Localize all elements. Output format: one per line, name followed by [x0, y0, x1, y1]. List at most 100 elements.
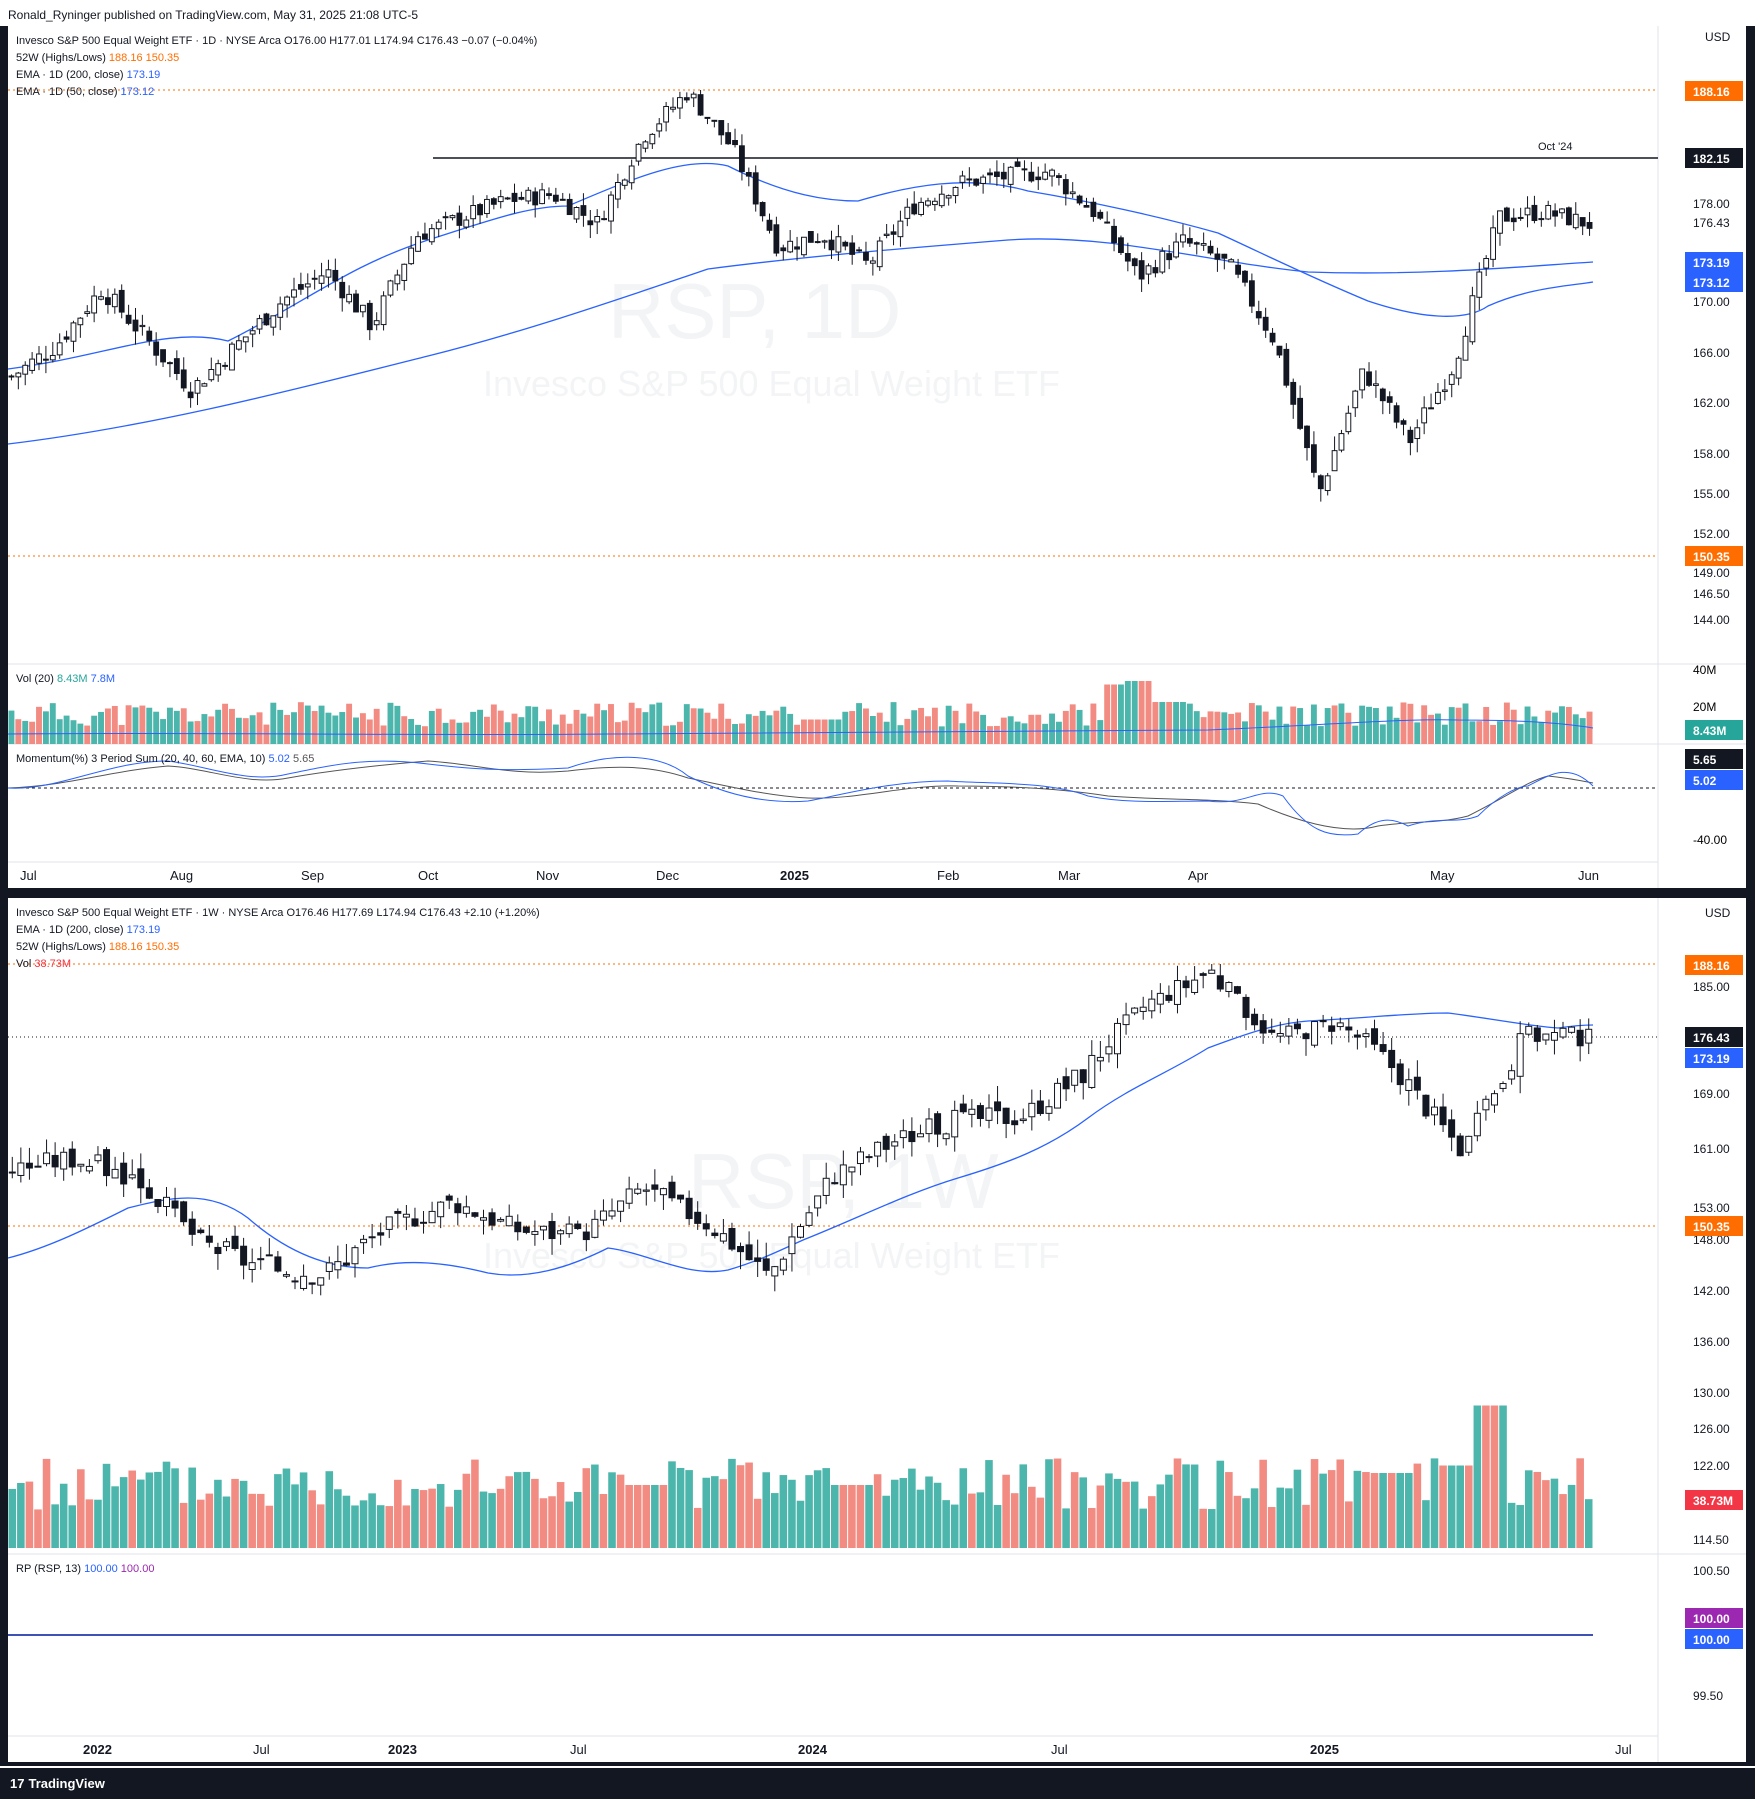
- candle-body: [711, 119, 718, 122]
- tick-170: 170.00: [1693, 295, 1730, 309]
- candle-body: [938, 193, 945, 207]
- candle-body: [1293, 1023, 1301, 1030]
- volume-bar: [318, 705, 325, 744]
- candle-body: [582, 1231, 590, 1241]
- candle-body: [346, 293, 353, 303]
- daily-chart-svg[interactable]: RSP, 1D Invesco S&P 500 Equal Weight ETF…: [7, 26, 1746, 888]
- candle-body: [91, 295, 98, 314]
- wtick-142: 142.00: [1693, 1284, 1730, 1298]
- tick-178: 178.00: [1693, 197, 1730, 211]
- volume-bar: [1533, 1471, 1542, 1548]
- candle-body: [805, 1212, 813, 1226]
- candle-body: [256, 318, 263, 330]
- volume-bar: [504, 722, 511, 744]
- volume-bar: [180, 708, 187, 744]
- candle-body: [304, 283, 311, 288]
- candle-body: [1359, 368, 1366, 391]
- volume-bar: [1310, 1459, 1319, 1548]
- wtick-114-5: 114.50: [1693, 1533, 1729, 1547]
- weekly-chart-svg[interactable]: RSP, 1W Invesco S&P 500 Equal Weight ETF…: [7, 898, 1746, 1762]
- candle-body: [194, 380, 201, 394]
- volume-bar: [194, 721, 201, 744]
- volume-bar: [1269, 719, 1276, 744]
- volume-bar: [738, 723, 745, 744]
- badge-res: [1685, 148, 1743, 168]
- tradingview-logo[interactable]: 17 TradingView: [10, 1776, 105, 1791]
- volume-bar: [394, 705, 401, 744]
- candle-body: [814, 241, 821, 244]
- volume-bar: [1441, 724, 1448, 744]
- candle-body: [754, 1257, 762, 1262]
- volume-bar: [188, 1467, 196, 1548]
- candle-body: [704, 116, 711, 119]
- wbadge-lo: [1685, 1216, 1743, 1236]
- volume-bar: [805, 1475, 813, 1548]
- volume-bar: [332, 715, 339, 744]
- volume-bar: [522, 1471, 531, 1548]
- candle-body: [1336, 1022, 1344, 1028]
- candle-body: [1122, 1014, 1130, 1026]
- candle-body: [1259, 1020, 1267, 1034]
- volume-bar: [91, 715, 98, 744]
- volume-bar: [1062, 1508, 1070, 1548]
- volume-bar: [128, 1470, 137, 1548]
- candle-body: [68, 1148, 76, 1168]
- candle-body: [1290, 381, 1297, 405]
- candle-body: [599, 1210, 607, 1221]
- tv-logo-glyph: 17: [10, 1776, 25, 1791]
- volume-bar: [401, 716, 408, 744]
- badge-mom-fast-text: 5.02: [1693, 774, 1717, 788]
- volume-bar: [435, 708, 442, 744]
- volume-bar: [1400, 702, 1407, 744]
- candle-body: [231, 1235, 239, 1249]
- candle-body: [380, 295, 387, 326]
- candle-body: [1104, 221, 1111, 224]
- volume-bar: [274, 1474, 282, 1548]
- candle-body: [565, 1223, 573, 1235]
- candle-body: [1317, 475, 1324, 490]
- candle-body: [1371, 1028, 1379, 1045]
- volume-bar: [616, 1474, 625, 1548]
- volume-bar: [539, 721, 546, 744]
- candle-body: [1448, 1119, 1456, 1138]
- tradingview-footer: 17 TradingView: [0, 1768, 1755, 1799]
- volume-bar: [985, 1460, 993, 1548]
- volume-bar: [933, 1482, 942, 1548]
- candle-body: [263, 313, 270, 326]
- badge-lo: [1685, 546, 1743, 566]
- candle-body: [463, 219, 470, 228]
- weekly-chart-pane[interactable]: RSP, 1W Invesco S&P 500 Equal Weight ETF…: [7, 898, 1746, 1762]
- volume-bar: [525, 706, 532, 744]
- candle-body: [43, 1152, 51, 1165]
- candle-body: [1379, 388, 1386, 402]
- candle-body: [1186, 238, 1193, 244]
- candle-body: [1362, 1033, 1370, 1038]
- volume-bar: [325, 712, 332, 744]
- wbadge-lo-text: 150.35: [1693, 1220, 1730, 1234]
- volume-bar: [394, 1479, 402, 1548]
- candle-body: [617, 1200, 625, 1212]
- candle-body: [1268, 1029, 1276, 1033]
- candle-body: [497, 1218, 505, 1222]
- candle-body: [1002, 1107, 1010, 1124]
- candle-body: [42, 358, 49, 361]
- candle-body: [994, 1101, 1002, 1112]
- volume-bar: [419, 1490, 428, 1548]
- candle-body: [154, 1199, 162, 1207]
- candle-body: [1324, 475, 1331, 492]
- candle-body: [771, 1266, 779, 1277]
- candle-body: [945, 195, 952, 199]
- volume-bar: [1007, 716, 1014, 744]
- candle-body: [484, 198, 490, 215]
- volume-bar: [1497, 721, 1503, 744]
- candle-body: [649, 133, 656, 145]
- volume-bar: [580, 713, 587, 744]
- wxtick-2023: 2023: [388, 1742, 417, 1757]
- candle-body: [842, 241, 849, 247]
- volume-bar: [1448, 707, 1455, 744]
- volume-bar: [813, 1470, 822, 1548]
- volume-bar: [718, 703, 725, 744]
- candle-body: [1118, 237, 1124, 254]
- volume-bar: [1002, 1474, 1010, 1548]
- daily-chart-pane[interactable]: RSP, 1D Invesco S&P 500 Equal Weight ETF…: [7, 26, 1746, 888]
